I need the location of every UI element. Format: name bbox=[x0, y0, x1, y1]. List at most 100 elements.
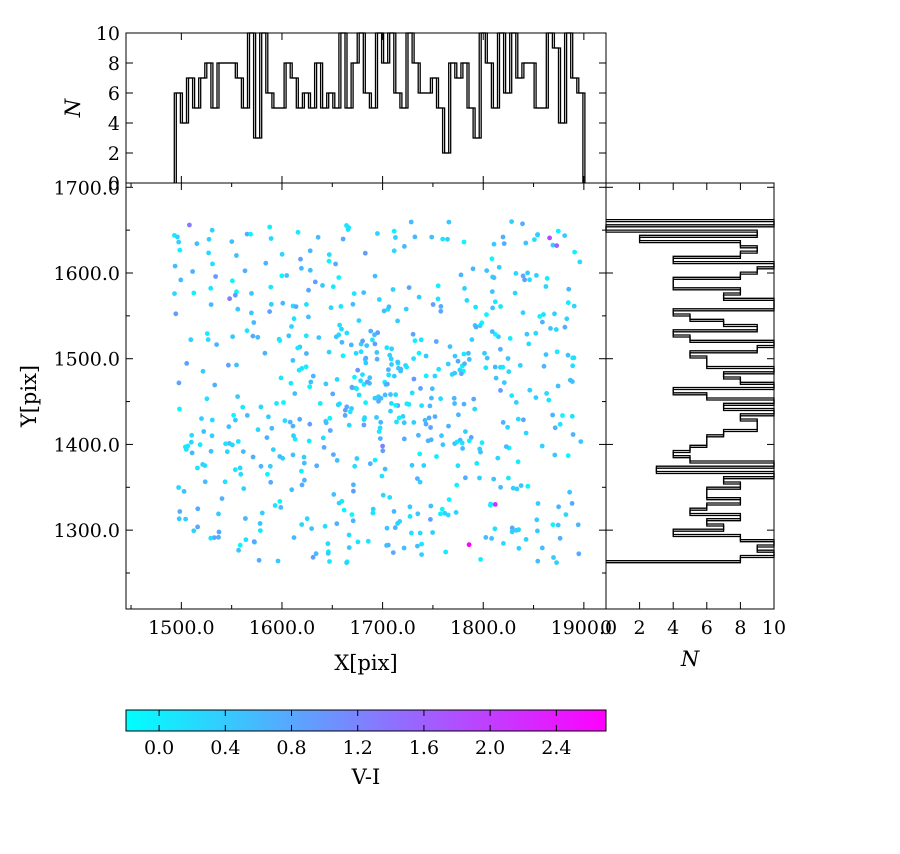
scatter-point bbox=[200, 368, 206, 374]
scatter-point bbox=[381, 308, 387, 314]
scatter-point bbox=[462, 361, 467, 367]
scatter-point bbox=[478, 557, 483, 562]
scatter-point bbox=[210, 261, 215, 267]
scatter-point bbox=[380, 492, 386, 498]
scatter-point bbox=[306, 314, 311, 320]
scatter-point bbox=[213, 274, 219, 279]
scatter-point bbox=[346, 545, 352, 550]
scatter-point bbox=[534, 273, 539, 278]
scatter-point bbox=[376, 429, 382, 434]
scatter-point bbox=[360, 372, 365, 377]
scatter-point bbox=[269, 425, 275, 431]
scatter-point bbox=[368, 328, 374, 334]
scatter-point bbox=[352, 374, 357, 380]
scatter-point bbox=[412, 234, 418, 240]
scatter-point bbox=[321, 445, 327, 450]
scatter-point bbox=[466, 542, 472, 548]
scatter-point bbox=[267, 463, 273, 469]
scatter-point bbox=[396, 415, 402, 421]
scatter-point bbox=[489, 329, 495, 334]
scatter-point bbox=[415, 543, 420, 549]
scatter-point bbox=[498, 388, 503, 393]
scatter-point bbox=[387, 352, 393, 358]
scatter-point bbox=[214, 342, 220, 347]
scatter-point bbox=[535, 528, 540, 534]
scatter-point bbox=[307, 384, 313, 390]
scatter-point bbox=[255, 427, 261, 433]
scatter-point bbox=[527, 387, 533, 393]
scatter-point bbox=[267, 224, 273, 230]
scatter-x-ticks: 1500.0 1600.0 1700.0 1800.0 1900.0 bbox=[130, 183, 617, 639]
scatter-point bbox=[314, 463, 320, 469]
scatter-point bbox=[208, 535, 214, 541]
scatter-point bbox=[459, 440, 465, 446]
scatter-point bbox=[493, 375, 499, 381]
scatter-point bbox=[275, 558, 281, 564]
scatter-point bbox=[268, 236, 274, 241]
scatter-point bbox=[445, 236, 450, 242]
scatter-point bbox=[526, 341, 532, 347]
colorbar-tick-label: 0.0 bbox=[144, 737, 174, 759]
scatter-point bbox=[571, 303, 577, 309]
scatter-point bbox=[537, 314, 543, 319]
scatter-point bbox=[483, 365, 489, 371]
scatter-point bbox=[209, 417, 215, 423]
scatter-point bbox=[416, 350, 422, 356]
scatter-point bbox=[372, 273, 378, 279]
scatter-point bbox=[575, 522, 581, 528]
scatter-point bbox=[484, 268, 490, 273]
scatter-point bbox=[477, 475, 482, 481]
scatter-point bbox=[173, 311, 179, 317]
scatter-point bbox=[411, 376, 417, 382]
scatter-point bbox=[452, 401, 457, 406]
scatter-point bbox=[256, 557, 262, 563]
scatter-point bbox=[346, 422, 352, 428]
scatter-y-tick-label: 1600.0 bbox=[54, 263, 120, 285]
scatter-point bbox=[433, 339, 439, 344]
scatter-point bbox=[195, 524, 201, 530]
scatter-point bbox=[439, 433, 444, 439]
scatter-point bbox=[492, 526, 498, 532]
scatter-point bbox=[513, 400, 519, 405]
scatter-point bbox=[272, 503, 278, 508]
scatter-point bbox=[395, 359, 401, 365]
scatter-point bbox=[372, 457, 378, 463]
scatter-point bbox=[473, 304, 478, 310]
scatter-point bbox=[513, 271, 519, 276]
scatter-point bbox=[250, 454, 256, 460]
scatter-point bbox=[204, 396, 210, 402]
scatter-point bbox=[342, 413, 348, 418]
scatter-point bbox=[303, 364, 309, 370]
scatter-point bbox=[515, 416, 521, 422]
scatter-point bbox=[326, 349, 332, 355]
scatter-point bbox=[370, 510, 376, 516]
scatter-point bbox=[541, 312, 546, 317]
scatter-point bbox=[423, 353, 429, 359]
scatter-point bbox=[289, 487, 295, 493]
scatter-point bbox=[464, 298, 470, 303]
scatter-point bbox=[398, 368, 403, 374]
scatter-point bbox=[506, 369, 512, 375]
scatter-point bbox=[491, 241, 497, 247]
scatter-point bbox=[577, 259, 583, 265]
scatter-point bbox=[360, 338, 365, 344]
top-histogram-frame bbox=[125, 32, 607, 184]
scatter-point bbox=[299, 265, 304, 271]
scatter-point bbox=[435, 296, 441, 302]
scatter-point bbox=[364, 379, 370, 385]
scatter-point bbox=[290, 358, 296, 363]
scatter-point bbox=[525, 483, 531, 489]
scatter-point bbox=[244, 231, 250, 237]
scatter-point bbox=[550, 522, 556, 528]
scatter-point bbox=[336, 275, 342, 280]
scatter-point bbox=[389, 401, 394, 406]
scatter-point bbox=[533, 395, 539, 400]
scatter-point bbox=[279, 251, 285, 257]
scatter-point bbox=[401, 436, 407, 442]
scatter-point bbox=[514, 486, 520, 492]
scatter-point bbox=[295, 345, 301, 351]
scatter-point bbox=[195, 506, 201, 512]
colorbar-ticks: 0.0 0.4 0.8 1.2 1.6 2.0 2.4 bbox=[144, 710, 571, 759]
scatter-point bbox=[565, 352, 571, 358]
scatter-point bbox=[564, 316, 570, 322]
